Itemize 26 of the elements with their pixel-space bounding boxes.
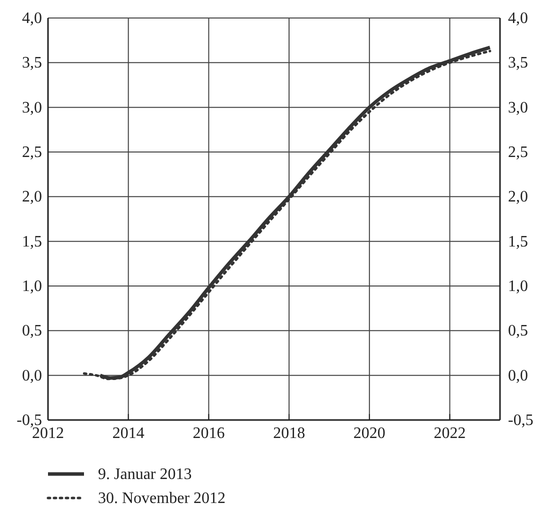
y2-tick-label: 2,5: [508, 144, 528, 161]
x-tick-label: 2018: [273, 425, 306, 442]
y-tick-label: 4,0: [22, 10, 42, 27]
x-tick-label: 2014: [112, 425, 144, 442]
legend-label: 9. Januar 2013: [98, 466, 192, 483]
y2-tick-label: 1,5: [508, 233, 528, 250]
y2-tick-label: 0,5: [508, 322, 528, 340]
y2-tick-label: 3,0: [508, 99, 528, 116]
y-tick-label: 1,5: [22, 233, 42, 250]
x-tick-label: 2020: [353, 425, 386, 442]
y-tick-label: 2,0: [22, 188, 42, 206]
x-tick-label: 2022: [434, 425, 466, 442]
y2-tick-label: 0,0: [508, 367, 528, 384]
y2-tick-label: 1,0: [508, 278, 528, 295]
y-tick-label: 2,5: [22, 144, 42, 161]
x-tick-label: 2016: [192, 425, 225, 442]
y2-tick-label: 2,0: [508, 188, 528, 206]
y-tick-label: 3,5: [22, 54, 42, 72]
legend-label: 30. November 2012: [98, 490, 226, 507]
y2-tick-label: 4,0: [508, 10, 528, 27]
y-tick-label: 1,0: [22, 278, 42, 295]
y-tick-label: 0,5: [22, 322, 42, 340]
y2-tick-label: 3,5: [508, 54, 528, 72]
y-tick-label: 0,0: [22, 367, 42, 384]
y-tick-label: 3,0: [22, 99, 42, 116]
y2-tick-label: -0,5: [508, 412, 534, 429]
